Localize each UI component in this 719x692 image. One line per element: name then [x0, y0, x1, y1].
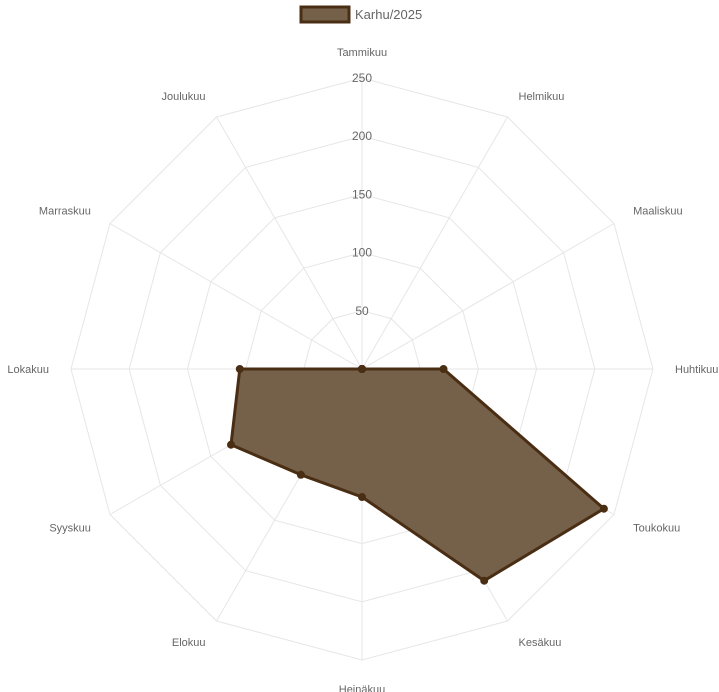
- radial-tick-labels: 50 100 150 200 250: [352, 71, 372, 318]
- category-label-9: Syyskuu: [49, 523, 91, 535]
- grid-spoke-2: [361, 116, 508, 370]
- tick-label-4: 200: [352, 129, 372, 143]
- data-point-12[interactable]: [358, 365, 366, 373]
- grid-spoke-11: [109, 223, 363, 370]
- grid-spoke-3: [361, 223, 615, 370]
- category-label-3: Maaliskuu: [633, 206, 683, 218]
- data-point-5[interactable]: [599, 504, 608, 513]
- legend[interactable]: Karhu/2025: [299, 5, 422, 24]
- category-label-1: Tammikuu: [337, 47, 387, 59]
- category-label-2: Helmikuu: [519, 91, 565, 103]
- category-label-8: Elokuu: [172, 637, 206, 649]
- series-area-1: [229, 367, 606, 583]
- category-label-5: Toukokuu: [633, 523, 680, 535]
- category-labels: Tammikuu Helmikuu Maaliskuu Huhtikuu Toukoku…: [7, 47, 718, 692]
- grid-spoke-12: [216, 116, 363, 370]
- data-point-9[interactable]: [227, 440, 235, 449]
- tick-label-5: 250: [352, 71, 372, 85]
- series-layer: [227, 365, 608, 585]
- category-label-12: Joulukuu: [161, 91, 205, 103]
- legend-swatch[interactable]: [299, 5, 351, 24]
- data-point-4[interactable]: [439, 365, 448, 373]
- category-label-4: Huhtikuu: [675, 364, 718, 376]
- tick-label-3: 150: [352, 187, 372, 201]
- data-point-8[interactable]: [296, 470, 305, 479]
- category-label-11: Marraskuu: [39, 206, 91, 218]
- data-point-7[interactable]: [358, 493, 366, 501]
- category-label-10: Lokakuu: [7, 364, 49, 376]
- data-point-6[interactable]: [480, 576, 489, 585]
- tick-label-2: 100: [352, 246, 372, 260]
- category-label-6: Kesäkuu: [519, 637, 562, 649]
- tick-label-1: 50: [355, 304, 369, 318]
- legend-label[interactable]: Karhu/2025: [355, 7, 422, 22]
- data-point-10[interactable]: [235, 365, 244, 373]
- category-label-7: Heinäkuu: [339, 684, 385, 692]
